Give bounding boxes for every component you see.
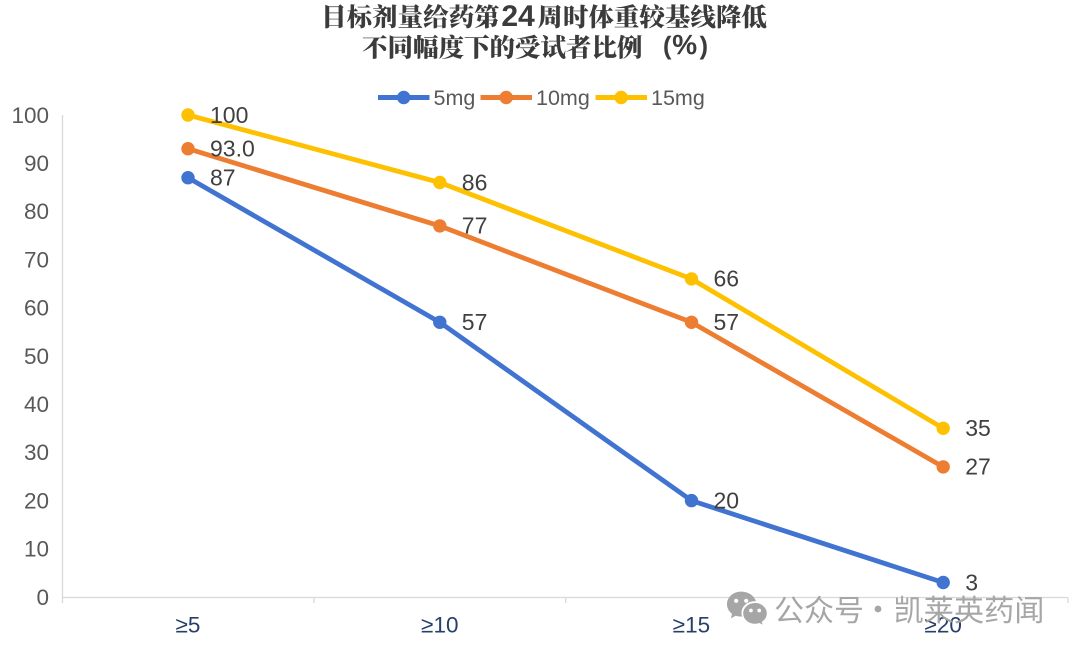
svg-text:20: 20	[24, 488, 49, 513]
svg-text:27: 27	[965, 454, 991, 480]
svg-text:90: 90	[24, 151, 49, 176]
svg-text:100: 100	[11, 103, 49, 128]
svg-text:100: 100	[210, 102, 248, 128]
svg-text:30: 30	[24, 440, 49, 465]
svg-text:5mg: 5mg	[434, 86, 476, 110]
svg-text:0: 0	[36, 585, 49, 610]
svg-text:80: 80	[24, 199, 49, 224]
svg-text:77: 77	[462, 213, 488, 239]
svg-text:50: 50	[24, 344, 49, 369]
svg-text:10: 10	[24, 537, 49, 562]
svg-text:57: 57	[714, 309, 740, 335]
svg-text:40: 40	[24, 392, 49, 417]
svg-text:10mg: 10mg	[536, 86, 590, 110]
svg-text:35: 35	[965, 415, 991, 441]
svg-text:87: 87	[210, 165, 236, 191]
svg-text:86: 86	[462, 169, 488, 195]
svg-text:≥5: ≥5	[176, 613, 201, 638]
svg-text:66: 66	[714, 266, 740, 292]
svg-text:93.0: 93.0	[210, 136, 255, 162]
svg-text:70: 70	[24, 247, 49, 272]
svg-text:60: 60	[24, 296, 49, 321]
svg-text:15mg: 15mg	[651, 86, 705, 110]
svg-text:3: 3	[965, 569, 978, 595]
svg-text:≥10: ≥10	[421, 613, 458, 638]
svg-text:≥15: ≥15	[673, 613, 710, 638]
svg-text:20: 20	[714, 487, 740, 513]
svg-text:57: 57	[462, 309, 488, 335]
